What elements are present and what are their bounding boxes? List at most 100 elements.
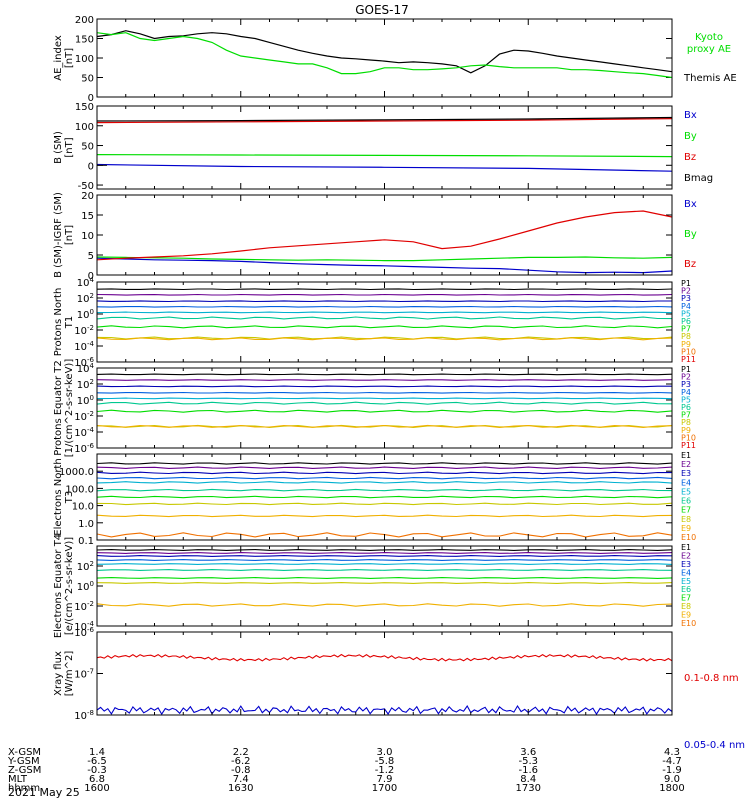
panel-4-channel-p4 bbox=[97, 305, 672, 308]
panel-4-ytick: 104 bbox=[77, 276, 95, 289]
panel-3-frame bbox=[96, 194, 673, 276]
panel-6-channel-e9 bbox=[97, 514, 672, 518]
panel-2-ytick: -50 bbox=[78, 181, 94, 192]
panel-6-channel-e4 bbox=[97, 476, 672, 480]
orbit-cell: -4.7 bbox=[662, 756, 682, 767]
panel-1-frame bbox=[96, 18, 673, 98]
legend-e5: E5 bbox=[681, 487, 691, 496]
panel-5-channel-p7 bbox=[97, 409, 672, 413]
orbit-cell: 6.8 bbox=[89, 774, 105, 785]
panel-7-channel-e5 bbox=[97, 563, 672, 565]
orbit-cell: -6.5 bbox=[87, 756, 107, 767]
orbit-label-1: Y-GSM bbox=[7, 756, 40, 767]
panel-7-channel-e7 bbox=[97, 577, 672, 579]
legend-e2: E2 bbox=[681, 551, 691, 560]
legend-p10: P10 bbox=[681, 347, 696, 356]
orbit-cell: -6.2 bbox=[231, 756, 251, 767]
panel-8-ytick: 10-7 bbox=[74, 668, 94, 681]
panel-1: AE_index[nT] 0 50 100 150 200 Kyoto proxy AE The… bbox=[53, 15, 737, 104]
legend-bz: Bz bbox=[684, 152, 696, 163]
panel-4-channel-p7 bbox=[97, 325, 672, 329]
panel-2-series-bmag bbox=[96, 116, 673, 122]
xray-series-1 bbox=[97, 653, 672, 662]
panel-7-channel-e2 bbox=[97, 552, 672, 554]
panel-2-series-bz bbox=[96, 118, 673, 124]
panel-6-ytick: 1000.0 bbox=[59, 467, 94, 478]
panel-7-ytick: 10-2 bbox=[74, 600, 94, 613]
panel-6-channel-e6 bbox=[97, 488, 672, 492]
panel-4-ytick: 100 bbox=[77, 308, 94, 321]
orbit-label-0: X-GSM bbox=[8, 747, 41, 758]
panel-6-channel-e2 bbox=[97, 466, 672, 469]
panel-1-ytick: 50 bbox=[81, 74, 94, 85]
orbit-cell: -1.9 bbox=[662, 765, 682, 776]
legend-p5: P5 bbox=[681, 395, 691, 404]
legend-p8: P8 bbox=[681, 332, 691, 341]
legend-e2: E2 bbox=[681, 460, 691, 469]
panel-7-frame bbox=[96, 545, 673, 627]
orbit-label-2: Z-GSM bbox=[8, 765, 41, 776]
legend-e3: E3 bbox=[681, 469, 691, 478]
panel-3-series-bz bbox=[96, 210, 673, 261]
legend-e1: E1 bbox=[681, 543, 691, 552]
legend-e3: E3 bbox=[681, 560, 691, 569]
panel-2-ylabel: B (SM)[nT] bbox=[53, 131, 75, 164]
panel-3: B (SM)-IGRF (SM)[nT] 0 5 10 15 20 Bx By Bz bbox=[53, 191, 697, 282]
legend-xray-1: 0.1-0.8 nm bbox=[684, 673, 739, 684]
legend-bz: Bz bbox=[684, 259, 696, 270]
panel-3-ytick: 15 bbox=[81, 211, 94, 222]
legend-p8: P8 bbox=[681, 418, 691, 427]
legend-e9: E9 bbox=[681, 524, 691, 533]
orbit-cell: 3.6 bbox=[520, 747, 536, 758]
panel-4-ytick: 10-4 bbox=[74, 340, 94, 353]
orbit-cell: 1700 bbox=[372, 783, 397, 794]
panel-4-channel-p11 bbox=[97, 365, 672, 367]
panel-5-ytick: 100 bbox=[77, 394, 94, 407]
panel-5-channel-p2 bbox=[97, 379, 672, 381]
legend-p7: P7 bbox=[681, 411, 691, 420]
xray-series-2 bbox=[97, 704, 672, 715]
legend-p4: P4 bbox=[681, 302, 691, 311]
legend-p6: P6 bbox=[681, 317, 691, 326]
panel-2-series-bx bbox=[96, 163, 673, 172]
plot-title: GOES-17 bbox=[355, 3, 409, 17]
panel-6-ytick: 0.1 bbox=[78, 536, 94, 547]
orbit-label-3: MLT bbox=[8, 774, 28, 785]
panel-2-ytick: 150 bbox=[75, 102, 94, 113]
panel-1-ytick: 0 bbox=[88, 93, 94, 104]
panel-5-channel-p3 bbox=[97, 385, 672, 388]
panel-4-ylabel: Protons NorthT1 bbox=[53, 288, 75, 357]
panel-6-ylabel: Electrons NorthT3 bbox=[53, 458, 75, 535]
panel-2-ytick: 50 bbox=[81, 142, 94, 153]
orbit-cell: 2.2 bbox=[233, 747, 249, 758]
legend-p5: P5 bbox=[681, 309, 691, 318]
orbit-cell: 1800 bbox=[659, 783, 684, 794]
orbit-cell: 1600 bbox=[84, 783, 109, 794]
orbit-cell: -5.3 bbox=[518, 756, 538, 767]
panel-1-ylabel: AE_index[nT] bbox=[53, 35, 75, 81]
legend-e6: E6 bbox=[681, 585, 691, 594]
panel-1-ytick: 100 bbox=[75, 54, 94, 65]
legend-p11: P11 bbox=[681, 441, 696, 450]
orbit-cell: 4.3 bbox=[664, 747, 680, 758]
legend-kyoto-proxy-ae: Kyoto proxy AE bbox=[687, 32, 731, 55]
legend-p3: P3 bbox=[681, 380, 691, 389]
panel-6-channel-e8 bbox=[97, 502, 672, 506]
legend-bmag: Bmag bbox=[684, 173, 713, 184]
panel-8-ytick: 10-6 bbox=[74, 626, 94, 639]
panel-6-channel-e7 bbox=[97, 495, 672, 499]
panel-5-ytick: 104 bbox=[77, 362, 95, 375]
legend-e1: E1 bbox=[681, 451, 691, 460]
panel-6-channel-e3 bbox=[97, 471, 672, 475]
panel-5-channel-p4 bbox=[97, 391, 672, 394]
panel-5-ytick: 102 bbox=[77, 378, 94, 391]
legend-bx: Bx bbox=[684, 110, 697, 121]
legend-p3: P3 bbox=[681, 294, 691, 303]
panel-6-ytick: 100.0 bbox=[65, 484, 94, 495]
orbit-cell: 3.0 bbox=[377, 747, 393, 758]
orbit-cell: 8.4 bbox=[520, 774, 536, 785]
